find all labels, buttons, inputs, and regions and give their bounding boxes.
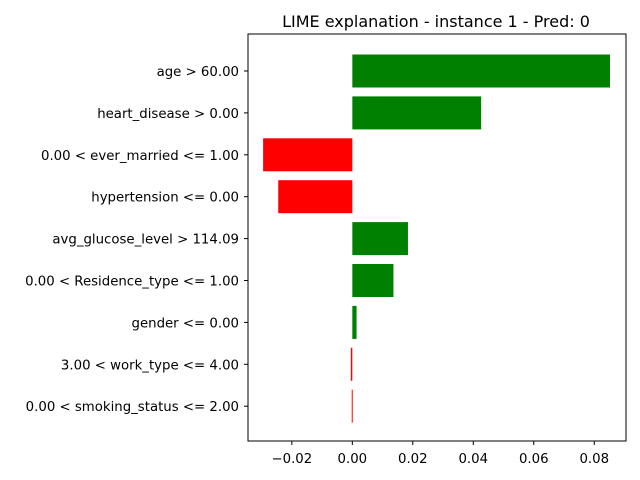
bar-0 [352,54,610,88]
x-tick-label: −0.02 [271,452,312,467]
y-tick-label: 0.00 < smoking_status <= 2.00 [26,400,239,415]
y-axis-ticks: age > 60.00 heart_disease > 0.00 0.00 < ev… [25,65,248,415]
x-tick-label: 0.04 [458,452,488,467]
y-tick-label: hypertension <= 0.00 [91,191,239,206]
bar-3 [278,180,353,214]
bar-6 [352,305,357,339]
x-tick-label: 0.06 [519,452,549,467]
bar-5 [352,264,394,297]
plot-frame [247,33,627,442]
y-tick-label: 0.00 < Residence_type <= 1.00 [25,275,239,290]
y-tick-label: age > 60.00 [157,65,239,80]
bar-2 [263,138,353,172]
x-axis-ticks: −0.02 0.00 0.02 0.04 0.06 0.08 [271,441,609,467]
bar-7 [350,347,353,381]
y-tick-label: avg_glucose_level > 114.09 [52,233,239,248]
x-tick-label: 0.00 [338,452,368,467]
x-tick-label: 0.02 [398,452,428,467]
chart-title: LIME explanation - instance 1 - Pred: 0 [282,12,590,31]
y-tick-label: heart_disease > 0.00 [97,107,239,122]
bar-8 [351,389,353,423]
x-tick-label: 0.08 [579,452,609,467]
y-tick-label: gender <= 0.00 [132,316,239,331]
bar-4 [352,222,408,256]
y-tick-label: 3.00 < work_type <= 4.00 [61,358,239,373]
bars-group [263,54,610,423]
y-tick-label: 0.00 < ever_married <= 1.00 [41,149,239,164]
bar-1 [352,96,482,130]
